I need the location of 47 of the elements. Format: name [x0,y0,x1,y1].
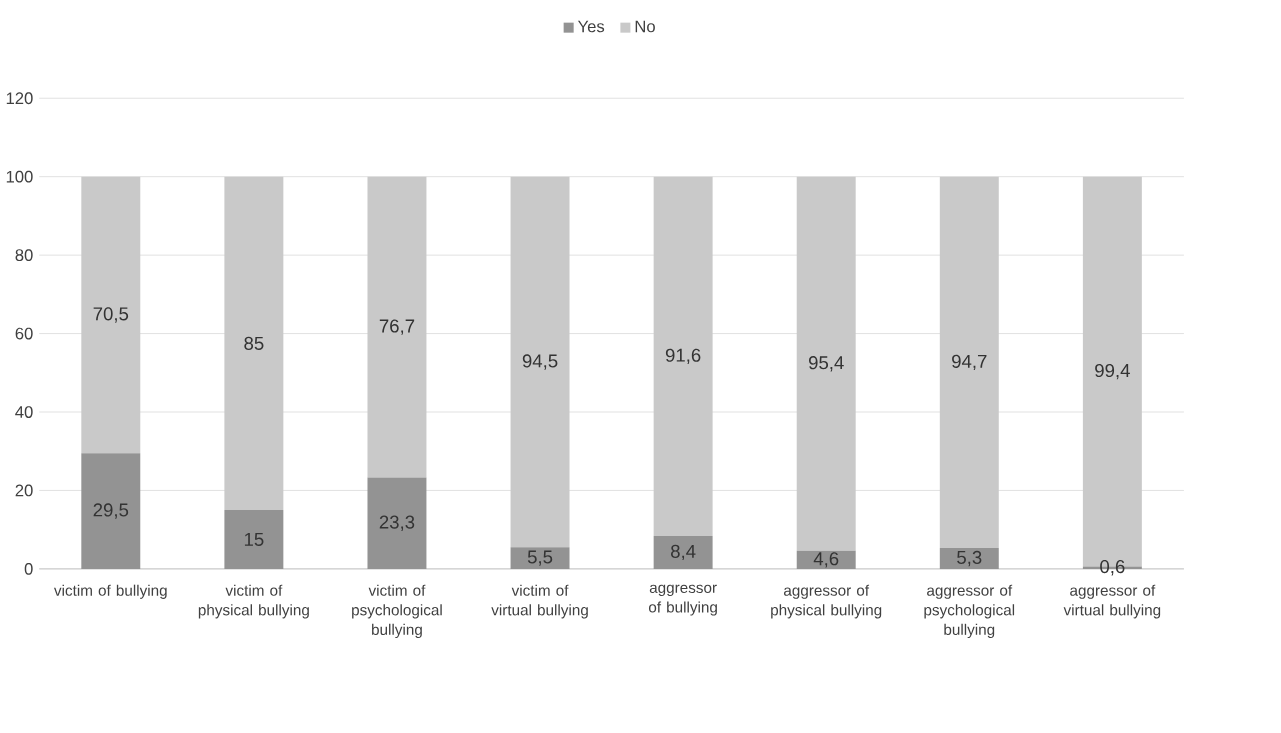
data-label: 29,5 [93,503,129,519]
bar [367,176,427,478]
data-label: 5,5 [527,550,553,566]
x-tick-label: aggressor of bullying [648,584,717,616]
x-tick-label: victim of psychological bullying [352,584,442,639]
bar [510,176,570,548]
data-label: 85 [244,336,264,350]
data-label: 0,6 [1100,560,1125,576]
y-tick-label: 40 [15,406,33,418]
data-label: 23,3 [379,515,415,531]
data-label: 70,5 [93,307,129,323]
x-tick-label: victim of virtual bullying [491,584,588,619]
bar [796,550,856,569]
bar [939,176,999,549]
data-label: 94,7 [952,354,987,371]
data-label: 95,4 [808,356,844,372]
data-label: 76,7 [379,319,415,335]
data-label: 15 [244,532,264,546]
bar [510,547,570,569]
y-tick-label: 0 [24,563,33,575]
bar [939,548,999,569]
bar [796,176,856,551]
data-label: 8,4 [671,544,696,561]
x-tick-label: aggressor of psychological bullying [924,584,1015,639]
legend-label: No [635,20,655,33]
bar [653,176,713,536]
data-label: 91,6 [665,348,701,365]
y-tick-label: 120 [6,92,33,105]
data-label: 99,4 [1095,363,1130,380]
bar [653,535,713,569]
y-tick-label: 80 [15,249,33,262]
x-tick-label: victim of bullying [54,584,167,599]
data-label: 4,6 [813,552,839,568]
data-label: 94,5 [522,354,558,370]
x-tick-label: aggressor of virtual bullying [1063,584,1161,619]
x-tick-label: aggressor of physical bullying [771,584,882,619]
y-tick-label: 60 [15,327,33,340]
bar [367,477,427,569]
data-label: 5,3 [957,550,982,567]
bar [224,510,284,569]
y-tick-label: 20 [15,484,33,497]
bar [224,176,284,511]
legend-label: Yes [577,20,605,33]
y-tick-label: 100 [6,170,33,183]
bar [81,176,141,454]
bar [81,453,141,569]
x-tick-label: victim of physical bullying [198,584,309,619]
